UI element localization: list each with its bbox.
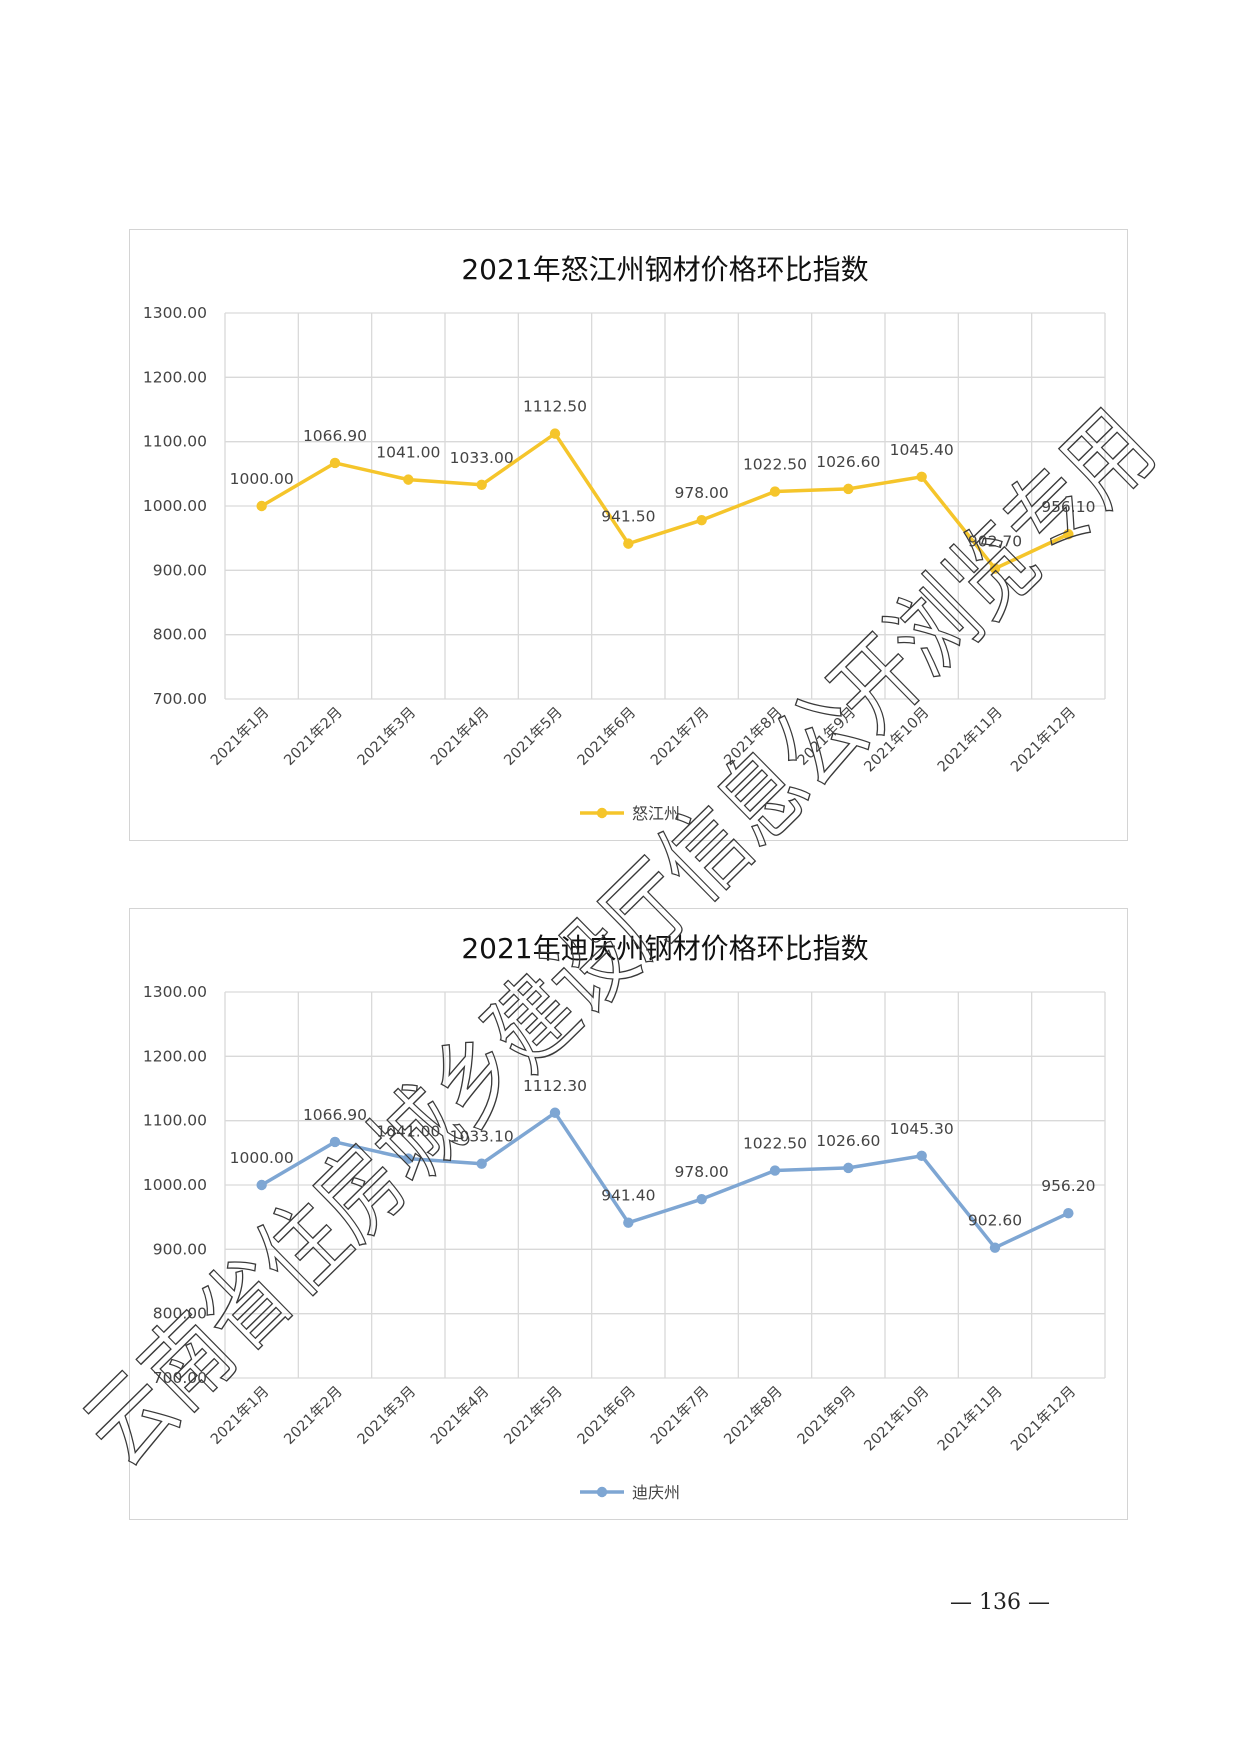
- y-tick-label: 900.00: [153, 1240, 207, 1258]
- legend-label: 怒江州: [632, 804, 680, 823]
- data-point: [1063, 529, 1074, 540]
- y-tick-label: 1300.00: [143, 304, 207, 322]
- data-point: [623, 538, 634, 549]
- data-label: 978.00: [675, 484, 729, 502]
- data-label: 1026.60: [816, 453, 880, 471]
- y-tick-label: 900.00: [153, 561, 207, 579]
- data-point: [916, 471, 927, 482]
- data-label: 956.10: [1041, 498, 1095, 516]
- data-point: [1063, 1207, 1074, 1219]
- data-point: [843, 483, 854, 495]
- y-tick-label: 1300.00: [143, 983, 207, 1001]
- data-point: [769, 1165, 781, 1176]
- series-line: [260, 431, 1070, 571]
- data-point: [256, 500, 267, 512]
- data-point: [403, 474, 414, 485]
- y-tick-label: 1200.00: [143, 368, 207, 386]
- x-tick-label: 2021年5月: [501, 1383, 566, 1448]
- data-label: 902.60: [968, 1212, 1022, 1230]
- chart-diqing: 2021年迪庆州钢材价格环比指数 700.00 800.00 900.00 1000.0…: [129, 908, 1128, 1520]
- data-label: 1041.00: [376, 1123, 440, 1141]
- data-point: [989, 1242, 1001, 1253]
- x-tick-label: 2021年7月: [647, 704, 712, 769]
- data-label: 1033.10: [450, 1128, 514, 1146]
- x-tick-label: 2021年12月: [1007, 1383, 1079, 1455]
- data-point: [549, 428, 561, 439]
- data-label: 1000.00: [230, 1149, 294, 1167]
- data-point: [256, 1179, 267, 1191]
- data-label: 1026.60: [816, 1132, 880, 1150]
- x-tick-label: 2021年4月: [427, 1383, 492, 1448]
- x-tick-label: 2021年10月: [861, 704, 933, 776]
- data-point: [403, 1153, 414, 1164]
- legend-label: 迪庆州: [632, 1483, 680, 1502]
- data-label: 941.50: [601, 508, 655, 526]
- chart-nujiang-svg: 2021年怒江州钢材价格环比指数 700.00 800.00 900.00 1000.0…: [143, 253, 1106, 823]
- x-tick-label: 2021年6月: [574, 704, 639, 769]
- x-tick-label: 2021年10月: [861, 1383, 933, 1455]
- legend-marker: [596, 1486, 608, 1498]
- x-tick-label: 2021年9月: [794, 704, 859, 769]
- y-tick-label: 700.00: [153, 690, 207, 708]
- data-point: [476, 479, 487, 490]
- data-label: 1066.90: [303, 1106, 367, 1124]
- x-tick-label: 2021年6月: [574, 1383, 639, 1448]
- x-tick-label: 2021年11月: [934, 1383, 1006, 1455]
- data-label: 1045.30: [890, 1120, 954, 1138]
- x-tick-label: 2021年2月: [281, 704, 346, 769]
- data-label: 1045.40: [890, 441, 954, 459]
- y-tick-label: 1200.00: [143, 1047, 207, 1065]
- x-tick-label: 2021年1月: [207, 1383, 272, 1448]
- data-label: 1033.00: [450, 449, 514, 467]
- data-label: 978.00: [675, 1163, 729, 1181]
- data-point: [549, 1107, 561, 1118]
- chart-title: 2021年怒江州钢材价格环比指数: [461, 253, 868, 286]
- y-tick-label: 1000.00: [143, 497, 207, 515]
- x-tick-label: 2021年2月: [281, 1383, 346, 1448]
- data-point: [329, 1136, 341, 1148]
- x-tick-label: 2021年9月: [794, 1383, 859, 1448]
- chart-nujiang: 2021年怒江州钢材价格环比指数 700.00 800.00 900.00 1000.0…: [129, 229, 1128, 841]
- data-label: 1112.50: [523, 398, 587, 416]
- series-line: [260, 1111, 1070, 1250]
- data-point: [989, 563, 1001, 574]
- data-label: 1112.30: [523, 1077, 587, 1095]
- y-tick-label: 800.00: [153, 626, 207, 644]
- data-label: 1041.00: [376, 444, 440, 462]
- data-label: 1022.50: [743, 456, 807, 474]
- x-tick-label: 2021年3月: [354, 704, 419, 769]
- data-label: 956.20: [1041, 1177, 1095, 1195]
- data-label: 1022.50: [743, 1135, 807, 1153]
- y-tick-label: 800.00: [153, 1305, 207, 1323]
- y-tick-label: 1100.00: [143, 1112, 207, 1130]
- data-point: [696, 514, 707, 526]
- data-point: [843, 1162, 854, 1174]
- chart-title: 2021年迪庆州钢材价格环比指数: [461, 932, 868, 965]
- x-tick-label: 2021年1月: [207, 704, 272, 769]
- legend-marker: [596, 807, 608, 819]
- data-label: 941.40: [601, 1187, 655, 1205]
- data-label: 1066.90: [303, 427, 367, 445]
- x-tick-label: 2021年12月: [1007, 704, 1079, 776]
- x-tick-label: 2021年3月: [354, 1383, 419, 1448]
- data-label: 902.70: [968, 533, 1022, 551]
- data-label: 1000.00: [230, 470, 294, 488]
- x-tick-label: 2021年5月: [501, 704, 566, 769]
- x-tick-label: 2021年8月: [721, 704, 786, 769]
- x-tick-label: 2021年11月: [934, 704, 1006, 776]
- x-tick-label: 2021年8月: [721, 1383, 786, 1448]
- data-point: [329, 457, 341, 469]
- data-point: [476, 1158, 487, 1169]
- data-point: [769, 486, 781, 497]
- y-tick-label: 1000.00: [143, 1176, 207, 1194]
- x-tick-label: 2021年4月: [427, 704, 492, 769]
- x-tick-label: 2021年7月: [647, 1383, 712, 1448]
- page-number: — 136 —: [950, 1590, 1050, 1615]
- data-point: [623, 1217, 634, 1228]
- chart-diqing-svg: 2021年迪庆州钢材价格环比指数 700.00 800.00 900.00 1000.0…: [143, 932, 1106, 1502]
- y-tick-label: 1100.00: [143, 433, 207, 451]
- data-point: [696, 1193, 707, 1205]
- y-tick-label: 700.00: [153, 1369, 207, 1387]
- data-point: [916, 1150, 927, 1162]
